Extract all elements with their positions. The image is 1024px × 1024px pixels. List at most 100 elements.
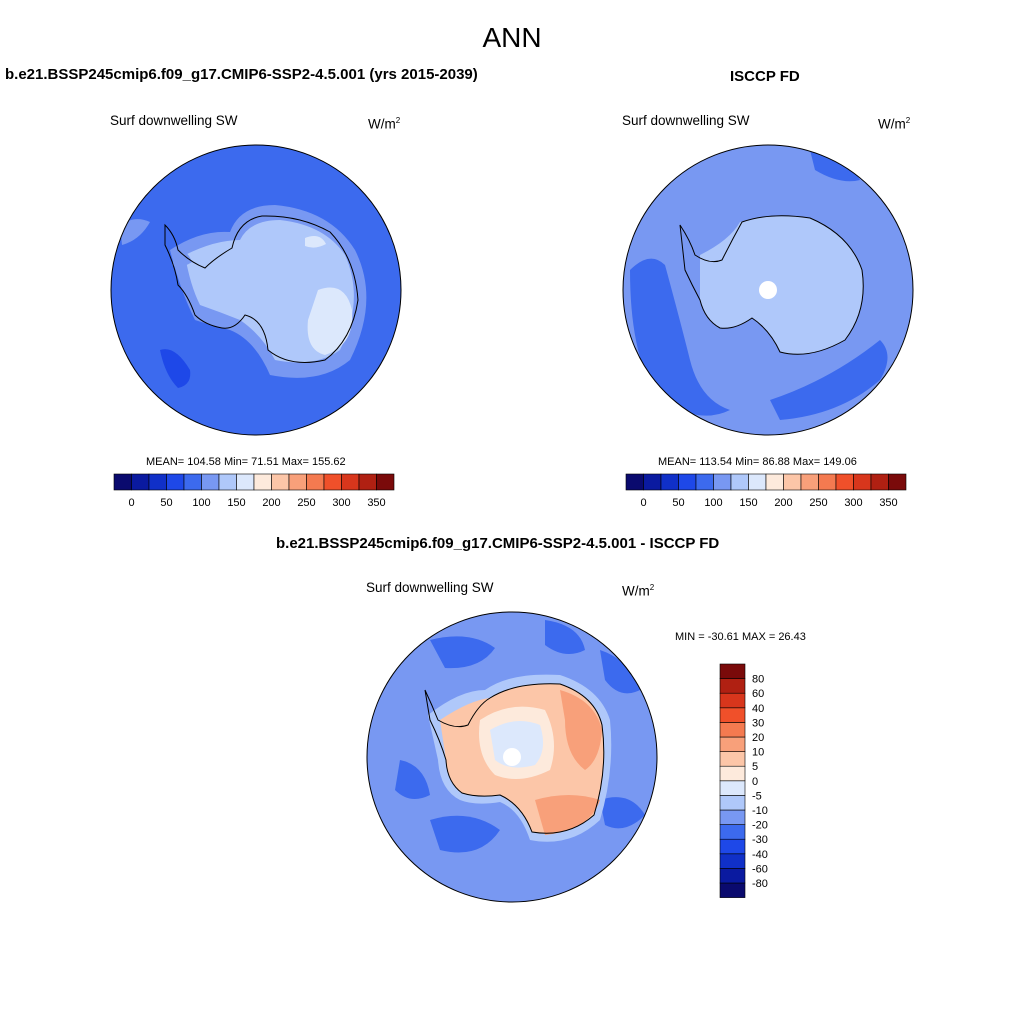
model-units-text: W/m bbox=[368, 116, 396, 132]
obs-colorbar-tick-label-1: 50 bbox=[672, 497, 684, 509]
model-colorbar-tick-label-2: 100 bbox=[192, 497, 210, 509]
model-map-fill bbox=[111, 145, 401, 435]
model-dark-patch bbox=[160, 349, 191, 388]
obs-colorbar-tick-label-2: 100 bbox=[704, 497, 722, 509]
diff-units-label: W/m2 bbox=[622, 583, 654, 599]
diff-colorbar-tick-label-8: 5 bbox=[752, 761, 758, 773]
diff-colorbar-swatch-13 bbox=[719, 692, 746, 709]
diff-units-text: W/m bbox=[622, 583, 650, 599]
diff-colorbar-tick-label-4: -20 bbox=[752, 820, 768, 832]
obs-colorbar-tick-label-5: 250 bbox=[809, 497, 827, 509]
diff-cool-patch-3 bbox=[600, 650, 640, 694]
model-units-exponent: 2 bbox=[395, 116, 401, 125]
diff-colorbar-swatch-7 bbox=[719, 780, 746, 796]
obs-stats-text: MEAN= 113.54 Min= 86.88 Max= 149.06 bbox=[658, 456, 857, 468]
obs-band-south bbox=[770, 340, 888, 420]
diff-colorbar-swatch-11 bbox=[719, 722, 746, 738]
diff-map-border bbox=[366, 611, 658, 903]
model-colorbar-tick-label-1: 50 bbox=[160, 497, 172, 509]
obs-band-west bbox=[630, 258, 730, 416]
diff-colorbar: -80 -60 -40 -30 -20 -10 -5 0 5 10 20 30 40 60 80 bbox=[719, 663, 768, 898]
diff-map-fill bbox=[367, 612, 657, 902]
obs-colorbar-swatch-15 bbox=[888, 473, 907, 491]
diff-cool-patch-2 bbox=[545, 620, 585, 654]
model-colorbar-tick-label-4: 200 bbox=[262, 497, 280, 509]
diff-colorbar-tick-label-0: -80 bbox=[752, 878, 768, 890]
diff-cool-patch-6 bbox=[600, 797, 645, 829]
model-map-border bbox=[110, 144, 402, 436]
obs-colorbar-tick-label-7: 350 bbox=[879, 497, 897, 509]
obs-pole-hole bbox=[759, 281, 777, 299]
model-colorbar-tick-label-6: 300 bbox=[332, 497, 350, 509]
diff-colorbar-tick-label-11: 30 bbox=[752, 717, 764, 729]
obs-colorbar-tick-label-0: 0 bbox=[640, 497, 646, 509]
obs-colorbar: 0 50 100 150 200 250 300 350 bbox=[625, 473, 907, 509]
model-coastline bbox=[164, 215, 359, 363]
model-units-label: W/m2 bbox=[368, 116, 400, 132]
obs-units-text: W/m bbox=[878, 116, 906, 132]
model-shelf-patch bbox=[120, 219, 150, 245]
obs-variable-label: Surf downwelling SW bbox=[622, 113, 750, 128]
model-colorbar-tick-label-5: 250 bbox=[297, 497, 315, 509]
diff-colorbar-swatch-3 bbox=[719, 838, 746, 855]
diff-colorbar-tick-label-5: -10 bbox=[752, 805, 768, 817]
diff-units-exponent: 2 bbox=[649, 583, 655, 592]
diff-colorbar-swatch-5 bbox=[719, 809, 746, 825]
diff-colorbar-swatch-15 bbox=[719, 663, 746, 679]
page-title: ANN bbox=[482, 22, 542, 53]
obs-map-border bbox=[622, 144, 914, 436]
diff-colorbar-tick-label-1: -60 bbox=[752, 863, 768, 875]
obs-colorbar-tick-label-4: 200 bbox=[774, 497, 792, 509]
diff-colorbar-tick-label-2: -40 bbox=[752, 849, 768, 861]
diff-colorbar-swatch-6 bbox=[719, 795, 746, 811]
diff-pole-hole bbox=[503, 748, 521, 766]
diff-colorbar-tick-label-9: 10 bbox=[752, 747, 764, 759]
diff-colorbar-swatch-8 bbox=[719, 765, 746, 782]
diff-variable-label: Surf downwelling SW bbox=[366, 580, 494, 595]
diff-colorbar-tick-label-14: 80 bbox=[752, 674, 764, 686]
obs-units-exponent: 2 bbox=[905, 116, 911, 125]
model-panel-title: b.e21.BSSP245cmip6.f09_g17.CMIP6-SSP2-4.… bbox=[5, 66, 478, 83]
diff-colorbar-swatch-4 bbox=[719, 824, 746, 840]
diff-panel-title: b.e21.BSSP245cmip6.f09_g17.CMIP6-SSP2-4.… bbox=[276, 535, 720, 552]
diff-stats-text: MIN = -30.61 MAX = 26.43 bbox=[675, 631, 806, 643]
diff-warmer-patch-2 bbox=[535, 795, 600, 835]
obs-units-label: W/m2 bbox=[878, 116, 910, 132]
diff-warmer-patch-1 bbox=[560, 690, 602, 770]
diff-colorbar-swatch-2 bbox=[719, 853, 746, 869]
obs-interior-fill bbox=[700, 215, 864, 355]
model-variable-label: Surf downwelling SW bbox=[110, 113, 238, 128]
model-peninsula-patch bbox=[172, 251, 192, 267]
obs-colorbar-tick-label-3: 150 bbox=[739, 497, 757, 509]
obs-band-north bbox=[810, 150, 860, 182]
diff-colorbar-swatch-9 bbox=[719, 751, 746, 767]
diff-cool-patch-4 bbox=[395, 760, 430, 799]
diff-colorbar-tick-label-7: 0 bbox=[752, 776, 758, 788]
diff-colorbar-tick-label-6: -5 bbox=[752, 790, 762, 802]
diff-colorbar-swatch-10 bbox=[719, 736, 746, 752]
diff-colorbar-tick-label-13: 60 bbox=[752, 688, 764, 700]
diff-colorbar-swatch-0 bbox=[719, 882, 746, 898]
obs-panel-title: ISCCP FD bbox=[730, 68, 800, 85]
model-colorbar-tick-label-0: 0 bbox=[128, 497, 134, 509]
model-pale-patch-small bbox=[305, 236, 326, 248]
model-stats-text: MEAN= 104.58 Min= 71.51 Max= 155.62 bbox=[146, 456, 346, 468]
diff-cool-patch-5 bbox=[430, 815, 500, 853]
diff-colorbar-tick-label-12: 40 bbox=[752, 703, 764, 715]
model-colorbar-swatch-15 bbox=[376, 473, 395, 491]
model-pale-patch bbox=[307, 287, 353, 355]
model-colorbar: 0 50 100 150 200 250 300 350 bbox=[113, 473, 395, 509]
model-colorbar-tick-label-7: 350 bbox=[367, 497, 385, 509]
diff-coastline bbox=[424, 683, 605, 834]
diff-colorbar-swatch-1 bbox=[719, 868, 746, 884]
diff-colorbar-swatch-12 bbox=[719, 707, 746, 723]
diff-colorbar-swatch-14 bbox=[719, 678, 746, 694]
diff-colorbar-tick-label-3: -30 bbox=[752, 834, 768, 846]
diff-cool-patch-1 bbox=[430, 636, 495, 669]
obs-map-fill bbox=[623, 145, 913, 435]
obs-coastline bbox=[679, 215, 864, 355]
model-colorbar-tick-label-3: 150 bbox=[227, 497, 245, 509]
